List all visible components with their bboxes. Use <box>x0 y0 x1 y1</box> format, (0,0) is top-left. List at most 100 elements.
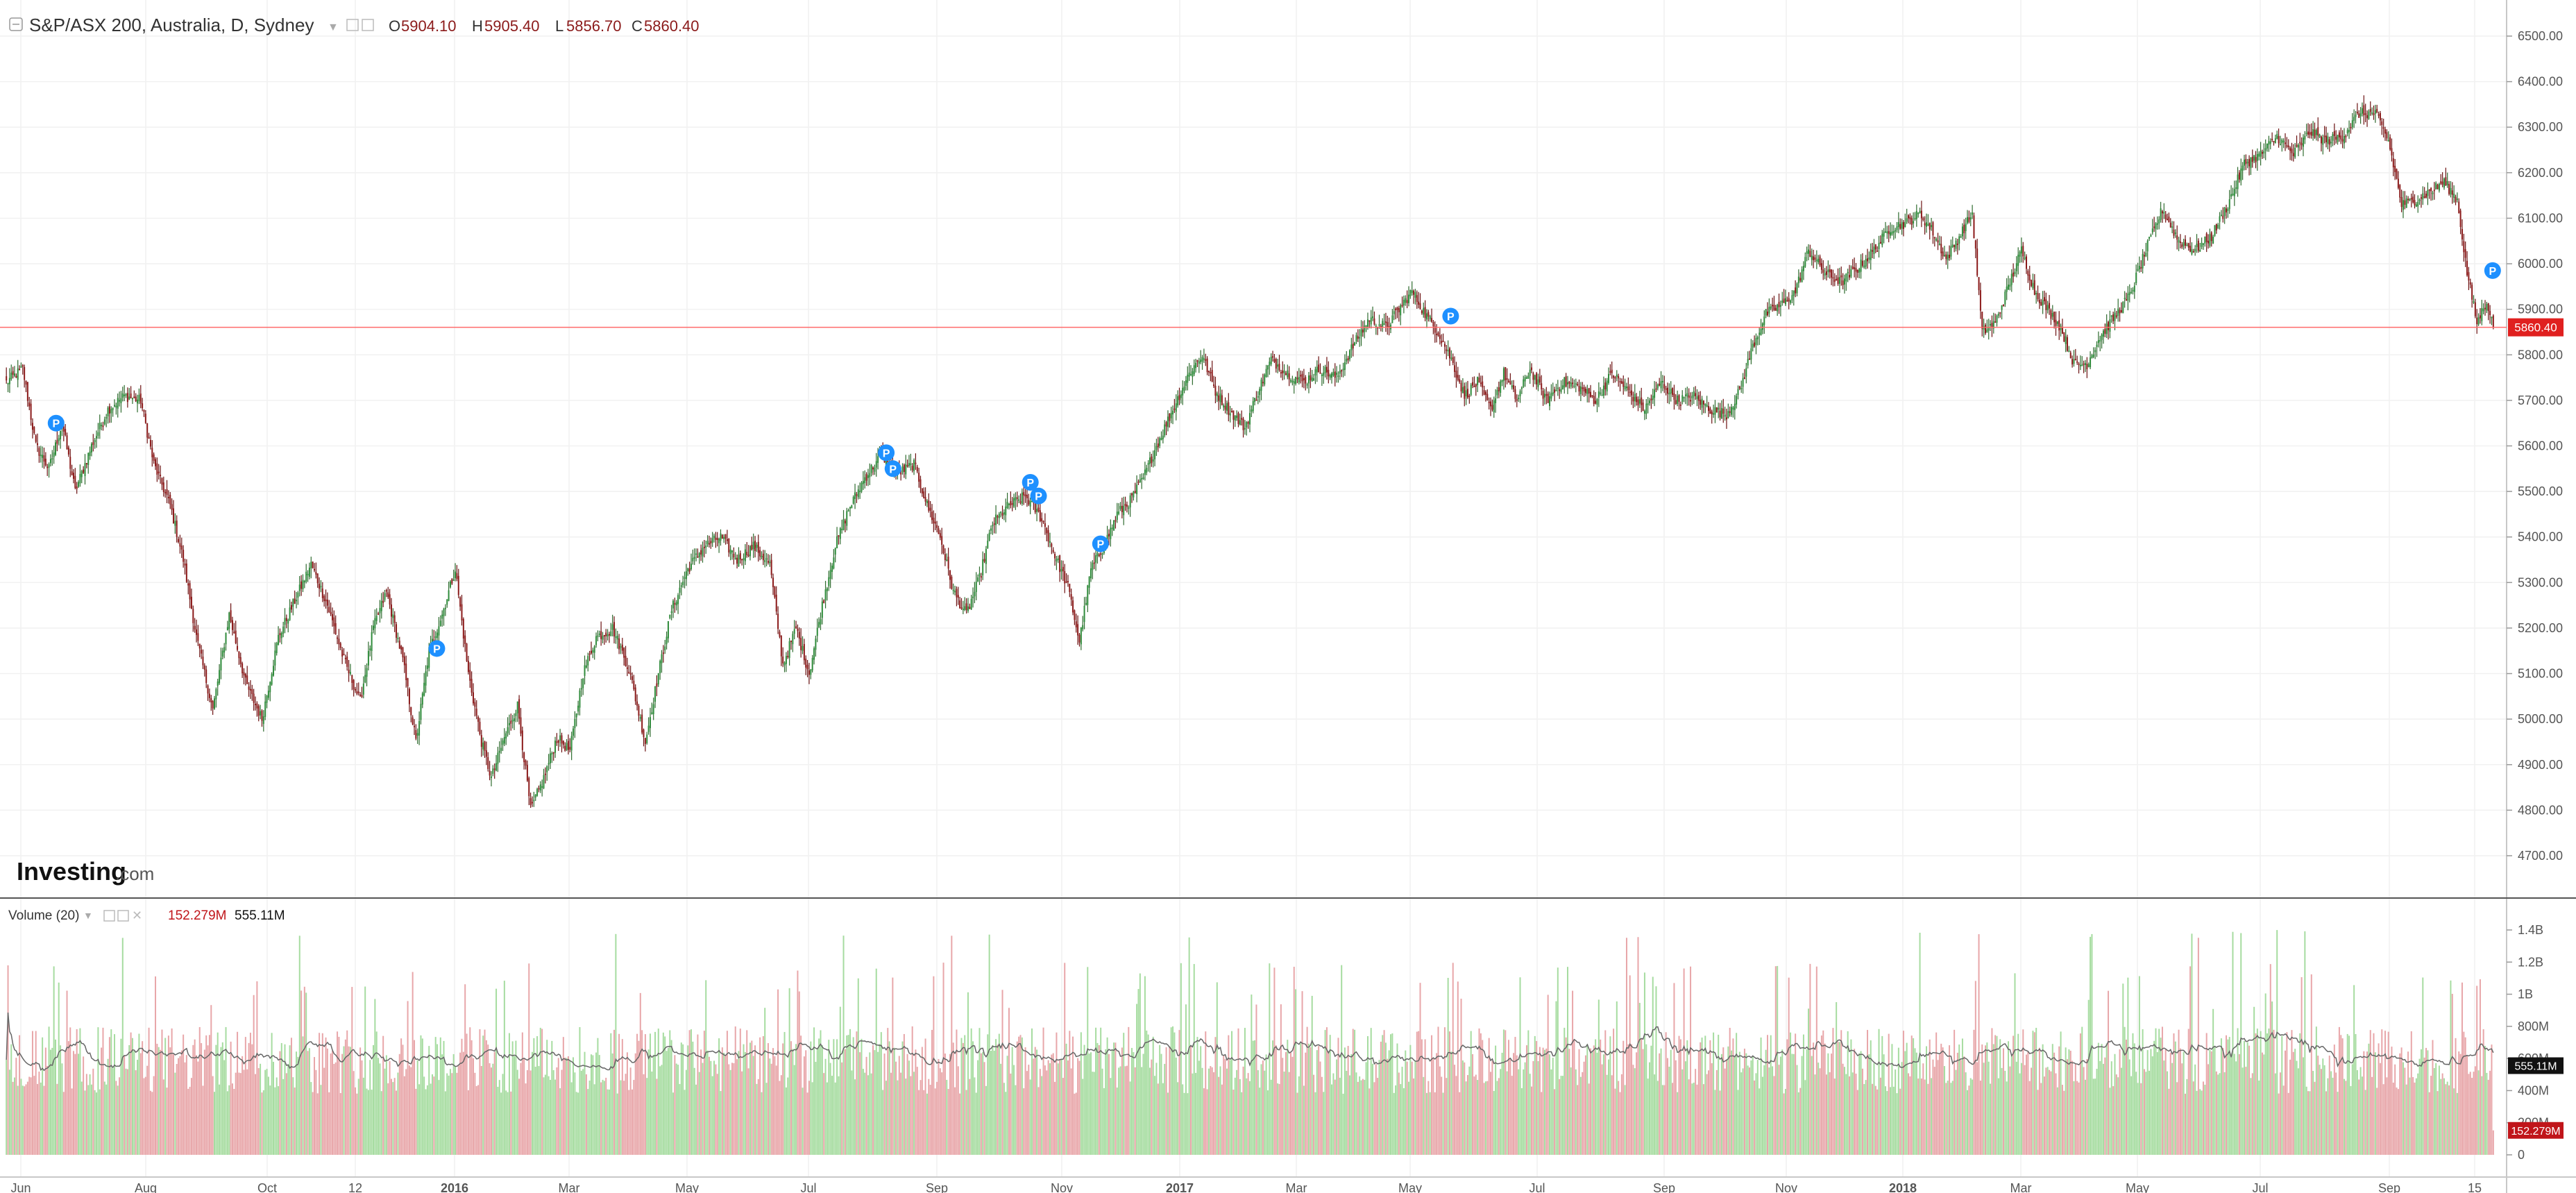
candle-body <box>219 670 221 684</box>
candle <box>37 433 39 452</box>
candle-body <box>656 683 658 687</box>
candle-body <box>980 576 982 578</box>
candle <box>338 629 340 650</box>
volume-bar <box>1677 1092 1679 1155</box>
volume-bar <box>1618 1081 1620 1155</box>
candle-body <box>1013 498 1015 507</box>
volume-bar <box>2058 1046 2060 1155</box>
candle-body <box>472 692 474 704</box>
candle <box>1350 337 1353 358</box>
candle-body <box>400 645 402 650</box>
volume-bar <box>607 1089 609 1155</box>
candle <box>913 458 915 475</box>
candle <box>1464 382 1466 407</box>
candle <box>761 551 763 560</box>
candle-body <box>374 618 376 629</box>
volume-bar <box>959 1093 961 1155</box>
candle-body <box>1506 378 1508 380</box>
candle-body <box>1119 506 1121 509</box>
candle-body <box>1441 341 1443 344</box>
candle-body <box>1005 506 1007 516</box>
candle-body <box>1468 396 1471 398</box>
volume-bar <box>289 1045 291 1155</box>
candle <box>402 646 404 663</box>
candle-body <box>770 559 772 575</box>
volume-bar <box>128 1044 130 1155</box>
candle-body <box>1600 392 1602 394</box>
volume-bar <box>2163 1060 2165 1155</box>
candle-body <box>741 559 743 561</box>
candle-body <box>203 665 205 670</box>
volume-bar <box>126 1069 128 1155</box>
volume-bar <box>1731 1050 1733 1155</box>
volume-bar <box>1325 1027 1328 1155</box>
volume-bar <box>276 1077 278 1155</box>
candle-body <box>331 614 333 620</box>
candle <box>1319 363 1321 374</box>
volume-bar <box>1454 1065 1456 1155</box>
candle-body <box>228 612 230 629</box>
candle <box>131 397 133 405</box>
volume-bar <box>1001 990 1003 1155</box>
volume-bar <box>2423 1057 2425 1155</box>
candle-body <box>53 452 55 457</box>
candle <box>1756 335 1759 346</box>
candle <box>349 663 351 676</box>
candle <box>439 615 441 627</box>
volume-bar <box>223 1060 226 1155</box>
volume-bar <box>803 1056 805 1155</box>
candle <box>412 715 414 726</box>
candle-body <box>1627 386 1629 391</box>
volume-bar <box>287 1064 289 1155</box>
volume-bar <box>597 1038 599 1155</box>
candle-body <box>562 741 564 745</box>
volume-bar <box>1067 1060 1069 1155</box>
volume-bar <box>2271 1001 2273 1155</box>
volume-bar <box>2228 1037 2230 1155</box>
volume-bar <box>282 1078 285 1155</box>
candle <box>954 585 956 595</box>
volume-bar <box>185 1055 187 1155</box>
candle <box>225 632 227 651</box>
volume-bar <box>570 1082 573 1155</box>
candle <box>1743 369 1745 380</box>
candle-body <box>684 577 686 579</box>
candle-body <box>675 602 677 606</box>
volume-bar <box>1416 1031 1418 1155</box>
volume-bar <box>562 1037 564 1155</box>
candle <box>1370 310 1372 329</box>
volume-bar <box>2012 1035 2015 1155</box>
volume-bar <box>2345 1081 2347 1155</box>
candle <box>1423 302 1425 318</box>
volume-bar <box>351 987 353 1155</box>
volume-bar <box>2481 1076 2483 1155</box>
volume-bar <box>670 1040 672 1155</box>
candle <box>1695 386 1697 400</box>
candle-body <box>970 598 972 609</box>
volume-bar <box>1366 1036 1368 1155</box>
candle <box>793 620 795 640</box>
candle <box>548 754 550 771</box>
candle-body <box>1536 373 1538 384</box>
volume-bar <box>1459 1092 1461 1155</box>
candle-body <box>1459 379 1461 382</box>
volume-bar <box>2291 1030 2293 1155</box>
candle-body <box>89 451 91 456</box>
candle <box>508 714 510 735</box>
candle-body <box>276 643 278 654</box>
candle-body <box>357 691 359 693</box>
volume-bar <box>2160 1038 2162 1155</box>
candle <box>1516 394 1518 407</box>
candle-body <box>289 607 291 620</box>
candle-body <box>639 717 641 719</box>
volume-bar <box>1693 1082 1695 1155</box>
candle-body <box>1339 371 1341 374</box>
volume-bar <box>1464 1062 1466 1155</box>
candle-body <box>1842 280 1844 285</box>
candle-body <box>115 405 117 407</box>
volume-bar <box>269 1085 271 1155</box>
candle <box>1459 375 1461 384</box>
candle <box>479 718 481 736</box>
